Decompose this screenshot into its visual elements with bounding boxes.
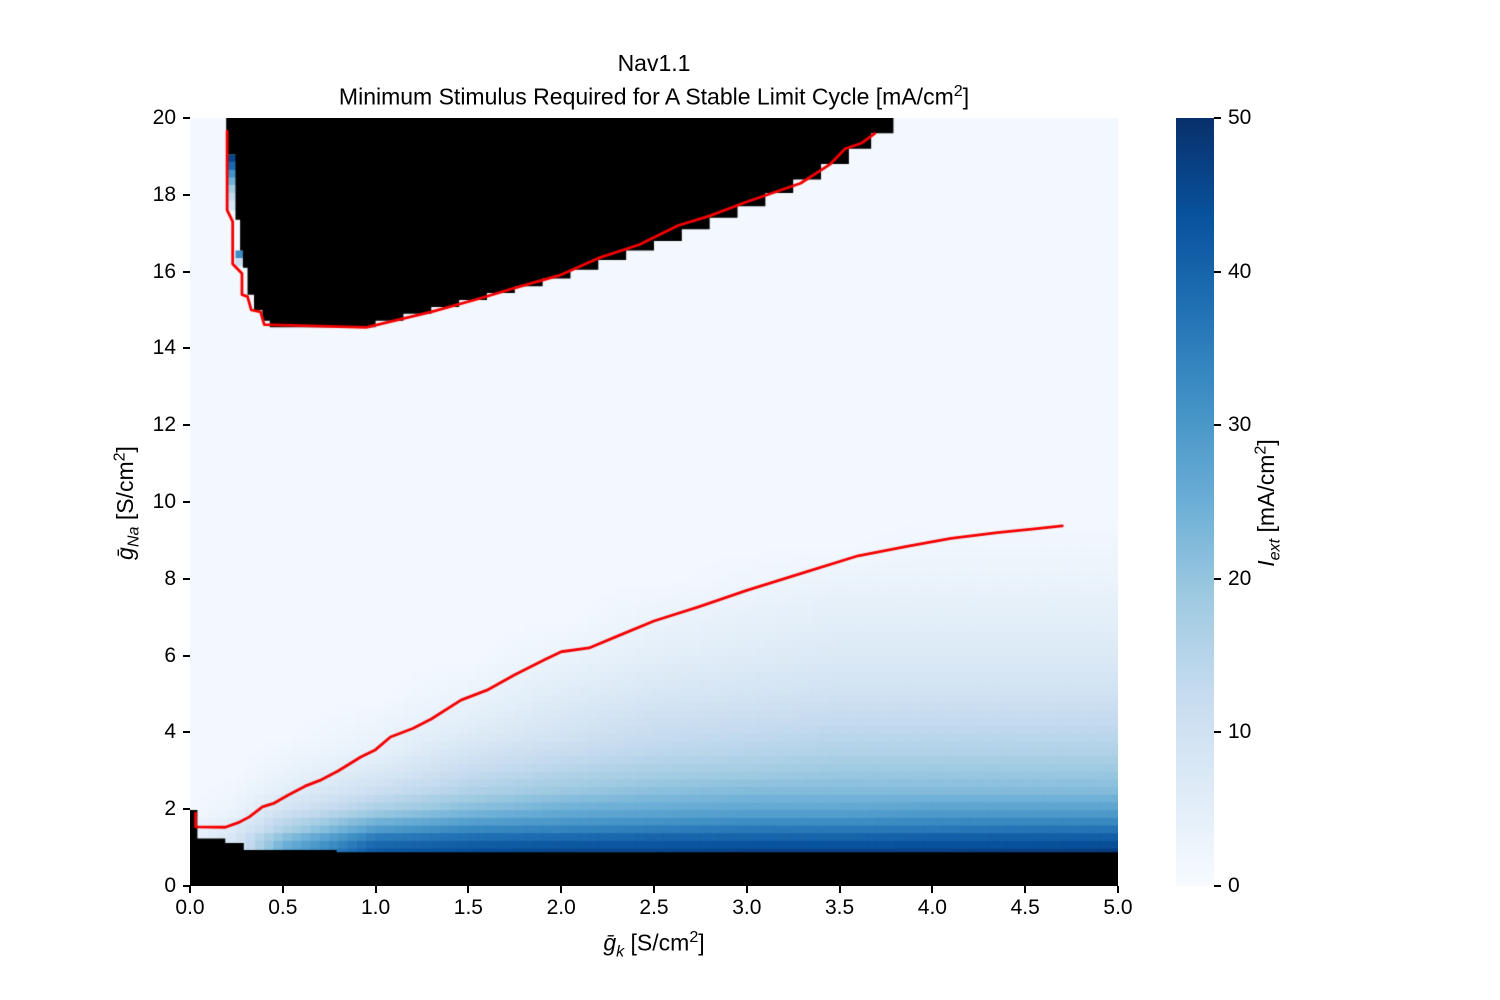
x-axis-label-close: ] — [698, 929, 705, 956]
colorbar-label-close: ] — [1253, 439, 1280, 446]
x-tick-2.0-label: 2.0 — [546, 896, 576, 919]
colorbar-label: Iext [mA/cm2] — [1251, 439, 1284, 567]
cbar-tick-40-mark — [1214, 270, 1221, 273]
chart-subtitle: Minimum Stimulus Required for A Stable L… — [190, 82, 1118, 111]
y-tick-10-label: 10 — [152, 490, 176, 513]
x-tick-5.0-mark — [1117, 886, 1119, 893]
heatmap-canvas — [190, 118, 1118, 886]
y-tick-4-label: 4 — [164, 720, 176, 744]
x-tick-4.5-mark — [1024, 886, 1027, 893]
colorbar-label-sup: 2 — [1251, 445, 1270, 455]
y-axis-label-base: ḡ — [112, 547, 139, 560]
cbar-tick-10-label: 10 — [1228, 720, 1252, 744]
x-axis-label-sub: k — [616, 942, 625, 961]
colorbar — [1176, 118, 1214, 886]
y-tick-16-label: 16 — [152, 259, 176, 283]
cbar-tick-40-label: 40 — [1228, 259, 1252, 283]
y-tick-8-label: 8 — [164, 566, 176, 590]
x-tick-0.5-mark — [281, 886, 284, 893]
x-tick-1.5-mark — [467, 886, 470, 893]
y-tick-10-mark — [183, 501, 190, 503]
x-axis-label-unit: [S/cm — [624, 929, 690, 956]
y-tick-0-mark — [183, 885, 190, 887]
y-tick-12-label: 12 — [152, 413, 176, 437]
chart-subtitle-text: Minimum Stimulus Required for A Stable L… — [338, 83, 954, 110]
x-tick-1.5-label: 1.5 — [453, 896, 483, 919]
x-tick-0.5-label: 0.5 — [268, 896, 298, 919]
y-tick-6-label: 6 — [164, 643, 176, 667]
cbar-tick-10-mark — [1214, 731, 1221, 734]
cbar-tick-0-label: 0 — [1228, 874, 1240, 897]
chart-title-text: Nav1.1 — [617, 50, 691, 76]
cbar-tick-0-mark — [1214, 885, 1221, 887]
y-tick-8-mark — [183, 577, 190, 580]
y-tick-4-mark — [183, 731, 190, 734]
x-tick-5.0-label: 5.0 — [1103, 896, 1133, 919]
x-tick-2.0-mark — [560, 886, 563, 893]
chart-subtitle-sup: 2 — [953, 82, 963, 100]
y-tick-20-mark — [183, 117, 190, 119]
y-axis-label-unit: [S/cm — [112, 461, 139, 527]
y-tick-18-mark — [183, 193, 190, 196]
y-tick-18-label: 18 — [152, 182, 176, 206]
heatmap-plot-area — [190, 118, 1118, 886]
cbar-tick-20-mark — [1214, 577, 1221, 580]
x-axis-label-base: ḡ — [603, 929, 617, 956]
x-tick-3.0-label: 3.0 — [732, 896, 762, 919]
x-tick-2.5-mark — [653, 886, 655, 893]
x-tick-0.0-label: 0.0 — [175, 896, 205, 919]
chart-subtitle-close: ] — [962, 83, 970, 110]
x-tick-3.5-label: 3.5 — [824, 896, 855, 919]
x-tick-4.0-label: 4.0 — [917, 896, 947, 919]
y-tick-16-mark — [183, 270, 190, 273]
x-tick-0.0-mark — [189, 886, 191, 893]
cbar-tick-50-label: 50 — [1228, 106, 1252, 129]
x-tick-4.5-label: 4.5 — [1010, 896, 1040, 919]
y-axis-label: ḡNa [S/cm2] — [110, 446, 143, 560]
y-axis-label-sub: Na — [124, 526, 143, 548]
cbar-tick-20-label: 20 — [1228, 566, 1252, 590]
y-axis-label-sup: 2 — [110, 452, 129, 462]
y-tick-2-mark — [183, 808, 190, 811]
x-axis-label-sup: 2 — [689, 928, 699, 946]
x-tick-3.0-mark — [745, 886, 748, 893]
y-axis-label-close: ] — [112, 446, 139, 453]
x-tick-1.0-mark — [374, 886, 377, 893]
x-tick-2.5-label: 2.5 — [639, 896, 669, 919]
x-axis-label: ḡk [S/cm2] — [190, 928, 1118, 961]
cbar-tick-30-mark — [1214, 424, 1221, 427]
chart-title: Nav1.1 — [190, 50, 1118, 77]
colorbar-label-base: I — [1253, 560, 1280, 567]
cbar-tick-50-mark — [1214, 117, 1221, 119]
y-tick-6-mark — [183, 654, 190, 657]
x-tick-1.0-label: 1.0 — [360, 896, 391, 919]
y-tick-20-label: 20 — [152, 106, 176, 129]
x-tick-4.0-mark — [931, 886, 934, 893]
x-tick-3.5-mark — [838, 886, 841, 893]
colorbar-label-sub: ext — [1265, 538, 1284, 561]
y-tick-2-label: 2 — [164, 797, 176, 821]
y-tick-14-label: 14 — [152, 336, 176, 360]
colorbar-label-unit: [mA/cm — [1253, 454, 1280, 539]
y-tick-14-mark — [183, 347, 190, 350]
y-tick-0-label: 0 — [164, 874, 176, 897]
y-tick-12-mark — [183, 424, 190, 427]
cbar-tick-30-label: 30 — [1228, 413, 1252, 437]
